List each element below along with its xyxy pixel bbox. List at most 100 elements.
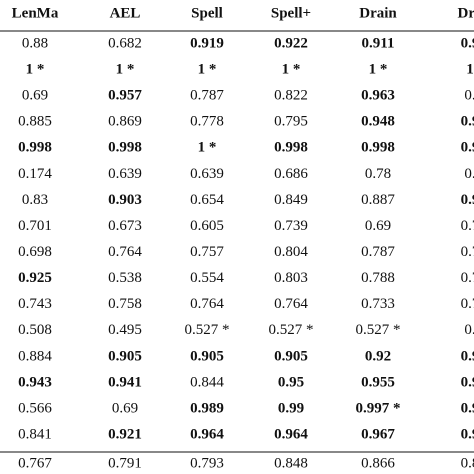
cell: 0.967: [361, 426, 395, 442]
cell: 0.95: [278, 374, 304, 390]
cell: 0.9: [461, 400, 474, 416]
cell: 0.538: [108, 270, 142, 286]
cell: 0.905: [274, 348, 308, 364]
cell: 0.: [464, 88, 474, 104]
cell: 0.698: [18, 244, 52, 260]
cell: 0.885: [18, 114, 52, 130]
cell: 0.822: [274, 88, 308, 104]
cell: 0.686: [274, 166, 308, 182]
cell: 0.887: [361, 192, 395, 208]
cell: 0.9: [461, 114, 474, 130]
cell: 0.9: [461, 35, 474, 51]
cell: 0.997 *: [356, 400, 401, 416]
cell: 0.804: [274, 244, 308, 260]
cell: 0.963: [361, 88, 395, 104]
cell: 0.921: [108, 426, 142, 442]
cell: 0.639: [190, 166, 224, 182]
cell: 0.788: [361, 270, 395, 286]
cell: 0.919: [190, 35, 224, 51]
cell: 0.566: [18, 400, 52, 416]
cell: 0.527 *: [185, 322, 230, 338]
cell: 0.998: [274, 140, 308, 156]
cell: 0.605: [190, 218, 224, 234]
cell: 0.943: [18, 374, 52, 390]
cell: 0.903: [108, 192, 142, 208]
footer-cell: 0.8: [461, 455, 474, 471]
cell: 0.9: [461, 192, 474, 208]
cell: 0.78: [365, 166, 391, 182]
cell: 0.508: [18, 322, 52, 338]
cell: 1 *: [282, 62, 301, 78]
cell: 0.925: [18, 270, 52, 286]
cell: 0.9: [461, 374, 474, 390]
cell: 0.869: [108, 114, 142, 130]
cell: 1 *: [26, 62, 45, 78]
cell: 0.743: [18, 296, 52, 312]
cell: 0.673: [108, 218, 142, 234]
column-header: Spell: [191, 5, 223, 21]
footer-cell: 0.791: [108, 455, 142, 471]
cell: 0.964: [274, 426, 308, 442]
cell: 0.7: [461, 270, 474, 286]
cell: 0.911: [362, 35, 395, 51]
cell: 0.654: [190, 192, 224, 208]
cell: 0.841: [18, 426, 52, 442]
cell: 0.964: [190, 426, 224, 442]
cell: 0.495: [108, 322, 142, 338]
cell: 0.99: [278, 400, 304, 416]
cell: 0.795: [274, 114, 308, 130]
cell: 0.: [464, 322, 474, 338]
cell: 0.682: [108, 35, 142, 51]
cell: 1 *: [198, 140, 217, 156]
cell: 0.998: [361, 140, 395, 156]
cell: 0.88: [22, 35, 48, 51]
cell: 0.778: [190, 114, 224, 130]
cell: 1 *: [198, 62, 217, 78]
cell: 1 *: [116, 62, 135, 78]
cell: 0.787: [190, 88, 224, 104]
cell: 0.905: [190, 348, 224, 364]
cell: 0.9: [461, 348, 474, 364]
column-header: Spell+: [271, 5, 311, 21]
cell: 0.92: [365, 348, 391, 364]
cell: 0.948: [361, 114, 395, 130]
footer-cell: 0.793: [190, 455, 224, 471]
cell: 0.83: [22, 192, 48, 208]
cell: 0.69: [112, 400, 138, 416]
cell: 0.803: [274, 270, 308, 286]
cell: 0.764: [190, 296, 224, 312]
cell: 0.174: [18, 166, 52, 182]
cell: 0.7: [461, 296, 474, 312]
cell: 0.998: [18, 140, 52, 156]
cell: 0.701: [18, 218, 52, 234]
cell: 0.757: [190, 244, 224, 260]
cell: 0.554: [190, 270, 224, 286]
cell: 0.: [464, 166, 474, 182]
cell: 0.69: [22, 88, 48, 104]
cell: 0.764: [108, 244, 142, 260]
footer-cell: 0.767: [18, 455, 52, 471]
column-header: LenMa: [12, 5, 59, 21]
cell: 0.527 *: [269, 322, 314, 338]
footer-cell: 0.848: [274, 455, 308, 471]
cell: 0.733: [361, 296, 395, 312]
cell: 0.9: [461, 140, 474, 156]
column-header: AEL: [110, 5, 141, 21]
cell: 0.787: [361, 244, 395, 260]
cell: 0.764: [274, 296, 308, 312]
cell: 0.7: [461, 218, 474, 234]
cell: 0.844: [190, 374, 224, 390]
column-header: Dra: [458, 5, 474, 21]
cell: 0.989: [190, 400, 224, 416]
cell: 1 *: [369, 62, 388, 78]
cell: 0.7: [461, 244, 474, 260]
footer-cell: 0.866: [361, 455, 395, 471]
cell: 1: [466, 62, 474, 78]
cell: 0.957: [108, 88, 142, 104]
cell: 0.884: [18, 348, 52, 364]
cell: 0.739: [274, 218, 308, 234]
cell: 0.849: [274, 192, 308, 208]
cell: 0.527 *: [356, 322, 401, 338]
column-header: Drain: [359, 5, 397, 21]
